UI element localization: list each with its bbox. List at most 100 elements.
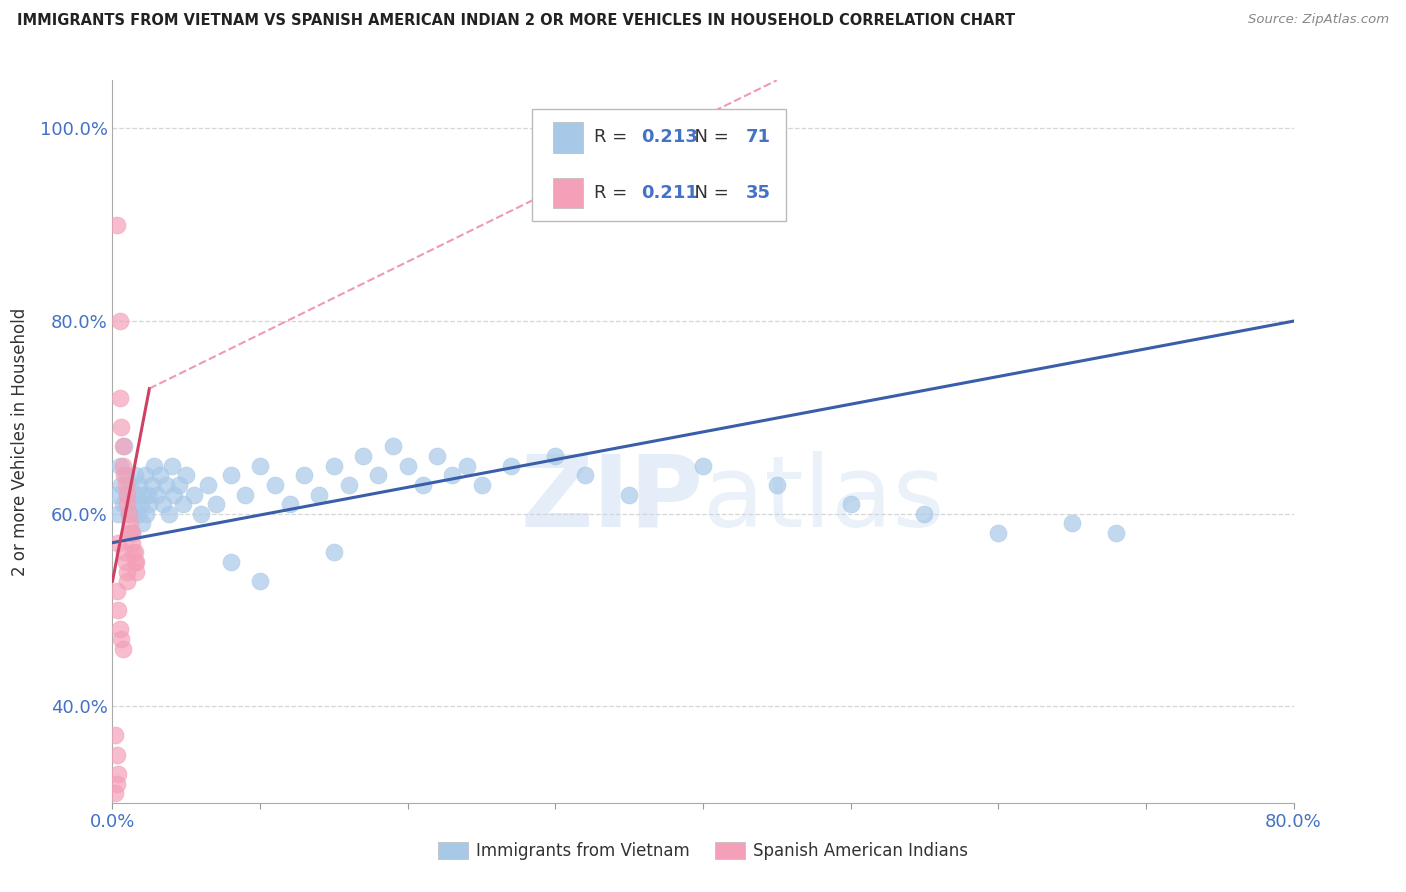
Point [108, 458, 131, 473]
Point [127, 507, 149, 521]
Text: atlas: atlas [703, 450, 945, 548]
Point [114, 555, 136, 569]
Point [120, 516, 142, 531]
Point [120, 478, 142, 492]
Point [190, 507, 212, 521]
Point [129, 497, 152, 511]
Point [219, 555, 242, 569]
Point [125, 555, 148, 569]
Point [122, 497, 145, 511]
Point [292, 468, 315, 483]
Point [205, 497, 228, 511]
Point [1062, 516, 1084, 531]
Point [114, 468, 136, 483]
Point [105, 776, 128, 790]
Point [122, 545, 145, 559]
Point [278, 497, 301, 511]
Point [197, 478, 219, 492]
Point [114, 478, 136, 492]
Point [107, 507, 129, 521]
Point [134, 468, 156, 483]
Point [111, 439, 134, 453]
Point [249, 458, 271, 473]
Y-axis label: 2 or more Vehicles in Household: 2 or more Vehicles in Household [10, 308, 28, 575]
Text: IMMIGRANTS FROM VIETNAM VS SPANISH AMERICAN INDIAN 2 OR MORE VEHICLES IN HOUSEHO: IMMIGRANTS FROM VIETNAM VS SPANISH AMERI… [17, 13, 1015, 29]
Point [110, 478, 132, 492]
Point [107, 535, 129, 549]
Point [124, 468, 146, 483]
Point [470, 478, 494, 492]
Point [117, 574, 138, 589]
Point [152, 497, 174, 511]
Point [987, 526, 1010, 541]
Point [110, 420, 132, 434]
Point [323, 545, 346, 559]
Point [155, 478, 177, 492]
Point [160, 458, 183, 473]
Point [138, 497, 160, 511]
Point [108, 623, 131, 637]
Point [104, 728, 127, 742]
Point [124, 545, 146, 559]
Point [117, 487, 138, 501]
Point [183, 487, 205, 501]
Point [146, 487, 169, 501]
Point [692, 458, 714, 473]
Text: Source: ZipAtlas.com: Source: ZipAtlas.com [1249, 13, 1389, 27]
Point [112, 439, 135, 453]
Point [105, 487, 128, 501]
Point [112, 468, 135, 483]
Point [135, 507, 157, 521]
Point [574, 468, 596, 483]
Point [118, 507, 141, 521]
Point [367, 468, 389, 483]
Point [105, 583, 128, 598]
Point [117, 497, 138, 511]
Point [110, 632, 132, 646]
Text: 71: 71 [745, 128, 770, 146]
Point [914, 507, 936, 521]
Point [117, 565, 138, 579]
Point [117, 487, 138, 501]
Text: N =: N = [683, 128, 734, 146]
Point [619, 487, 641, 501]
Text: R =: R = [595, 184, 633, 202]
Point [264, 478, 287, 492]
Point [544, 449, 567, 463]
Point [411, 478, 433, 492]
Point [124, 555, 146, 569]
Point [337, 478, 360, 492]
Point [233, 487, 256, 501]
Text: 35: 35 [745, 184, 770, 202]
Point [396, 458, 419, 473]
Point [107, 603, 129, 617]
Point [111, 458, 134, 473]
Point [105, 218, 128, 232]
Point [174, 468, 197, 483]
Text: 0.211: 0.211 [641, 184, 699, 202]
Bar [553, 122, 582, 153]
FancyBboxPatch shape [531, 109, 786, 221]
Text: N =: N = [683, 184, 734, 202]
Text: 0.213: 0.213 [641, 128, 699, 146]
Point [125, 565, 148, 579]
Point [323, 458, 346, 473]
Point [163, 487, 186, 501]
Point [1105, 526, 1128, 541]
Point [352, 449, 374, 463]
Point [104, 786, 127, 800]
Point [121, 535, 143, 549]
Point [128, 478, 150, 492]
Point [108, 314, 131, 328]
Text: ZIP: ZIP [520, 450, 703, 548]
Point [766, 478, 789, 492]
Point [157, 507, 180, 521]
Point [136, 487, 159, 501]
Point [456, 458, 478, 473]
Point [125, 487, 148, 501]
Point [118, 507, 141, 521]
Point [141, 478, 163, 492]
Point [111, 497, 134, 511]
Point [426, 449, 449, 463]
Point [107, 767, 129, 781]
